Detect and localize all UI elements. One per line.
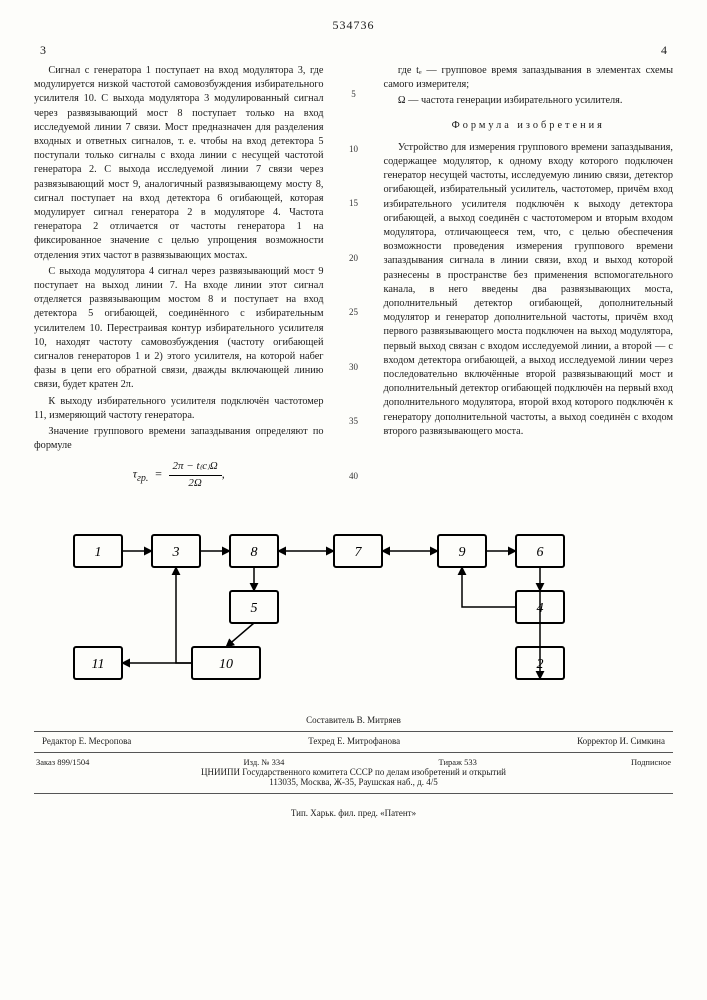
left-p4: Значение группового времени запаздывания…	[34, 425, 324, 453]
where-omega: Ω — частота генерации избирательного уси…	[384, 94, 674, 108]
ln-15: 15	[349, 199, 358, 208]
svg-text:1: 1	[95, 545, 102, 560]
footer-printer: Тип. Харьк. фил. пред. «Патент»	[34, 808, 673, 818]
pagenum-right: 4	[661, 43, 667, 58]
left-p3: К выходу избирательного усилителя подклю…	[34, 395, 324, 423]
credits-izd: Изд. № 334	[244, 757, 285, 767]
left-column: Сигнал с генератора 1 поступает на вход …	[34, 64, 324, 497]
ln-35: 35	[349, 417, 358, 426]
ln-25: 25	[349, 308, 358, 317]
formula-num: 2π − t₍c₎Ω	[169, 459, 222, 475]
credits: Составитель В. Митряев Редактор Е. Месро…	[34, 715, 673, 798]
claims-title: Формула изобретения	[384, 119, 674, 133]
pagenum-left: 3	[40, 43, 46, 58]
svg-text:5: 5	[251, 601, 258, 616]
left-p1: Сигнал с генератора 1 поступает на вход …	[34, 64, 324, 263]
pagenum-row: 3 4	[34, 43, 673, 58]
diagram-area: 1234567891011	[34, 515, 673, 695]
formula-frac: 2π − t₍c₎Ω 2Ω	[169, 459, 222, 490]
formula-den: 2Ω	[169, 476, 222, 491]
ln-20: 20	[349, 254, 358, 263]
svg-text:10: 10	[219, 657, 233, 672]
claim-body: Устройство для измерения группового врем…	[384, 141, 674, 439]
right-column: где tₑ — групповое время запаздывания в …	[384, 64, 674, 497]
credits-editor: Редактор Е. Месропова	[42, 736, 131, 746]
credits-order: Заказ 899/1504	[36, 757, 89, 767]
ln-5: 5	[351, 90, 356, 99]
credits-tir: Тираж 533	[439, 757, 477, 767]
columns: Сигнал с генератора 1 поступает на вход …	[34, 64, 673, 497]
formula-sub: гр.	[137, 473, 148, 484]
ln-10: 10	[349, 145, 358, 154]
line-markers: 5 10 15 20 25 30 35 40	[346, 64, 362, 497]
credits-addr: 113035, Москва, Ж-35, Раушская наб., д. …	[34, 777, 673, 787]
credits-corrector: Корректор И. Симкина	[577, 736, 665, 746]
svg-text:9: 9	[459, 545, 466, 560]
svg-text:8: 8	[251, 545, 258, 560]
left-p2: С выхода модулятора 4 сигнал через развя…	[34, 265, 324, 393]
formula-after: ,	[222, 467, 225, 481]
svg-text:7: 7	[355, 545, 363, 560]
where-t: где tₑ — групповое время запаздывания в …	[384, 64, 674, 92]
svg-text:6: 6	[537, 545, 544, 560]
ln-40: 40	[349, 472, 358, 481]
page: 534736 3 4 Сигнал с генератора 1 поступа…	[0, 0, 707, 1000]
credits-sub: Подписное	[631, 757, 671, 767]
credits-row3: Редактор Е. Месропова Техред Е. Митрофан…	[34, 736, 673, 746]
credits-compiler: Составитель В. Митряев	[34, 715, 673, 725]
credits-row5: Заказ 899/1504 Изд. № 334 Тираж 533 Подп…	[34, 757, 673, 767]
credits-techred: Техред Е. Митрофанова	[308, 736, 400, 746]
ln-30: 30	[349, 363, 358, 372]
credits-org: ЦНИИПИ Государственного комитета СССР по…	[34, 767, 673, 777]
doc-number: 534736	[34, 18, 673, 33]
formula: τгр. = 2π − t₍c₎Ω 2Ω ,	[34, 459, 324, 490]
svg-text:3: 3	[172, 545, 180, 560]
svg-text:11: 11	[92, 657, 105, 672]
block-diagram: 1234567891011	[34, 515, 634, 695]
